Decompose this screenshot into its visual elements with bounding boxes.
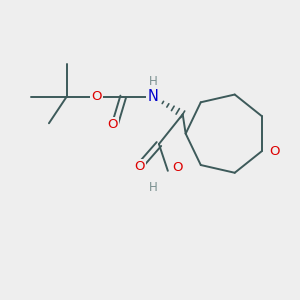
Text: O: O: [134, 160, 145, 173]
Text: H: H: [148, 74, 157, 88]
Text: N: N: [148, 89, 158, 104]
Text: O: O: [108, 118, 118, 131]
Text: H: H: [148, 181, 157, 194]
Text: O: O: [91, 90, 102, 103]
Text: O: O: [172, 161, 183, 174]
Text: O: O: [269, 145, 280, 158]
